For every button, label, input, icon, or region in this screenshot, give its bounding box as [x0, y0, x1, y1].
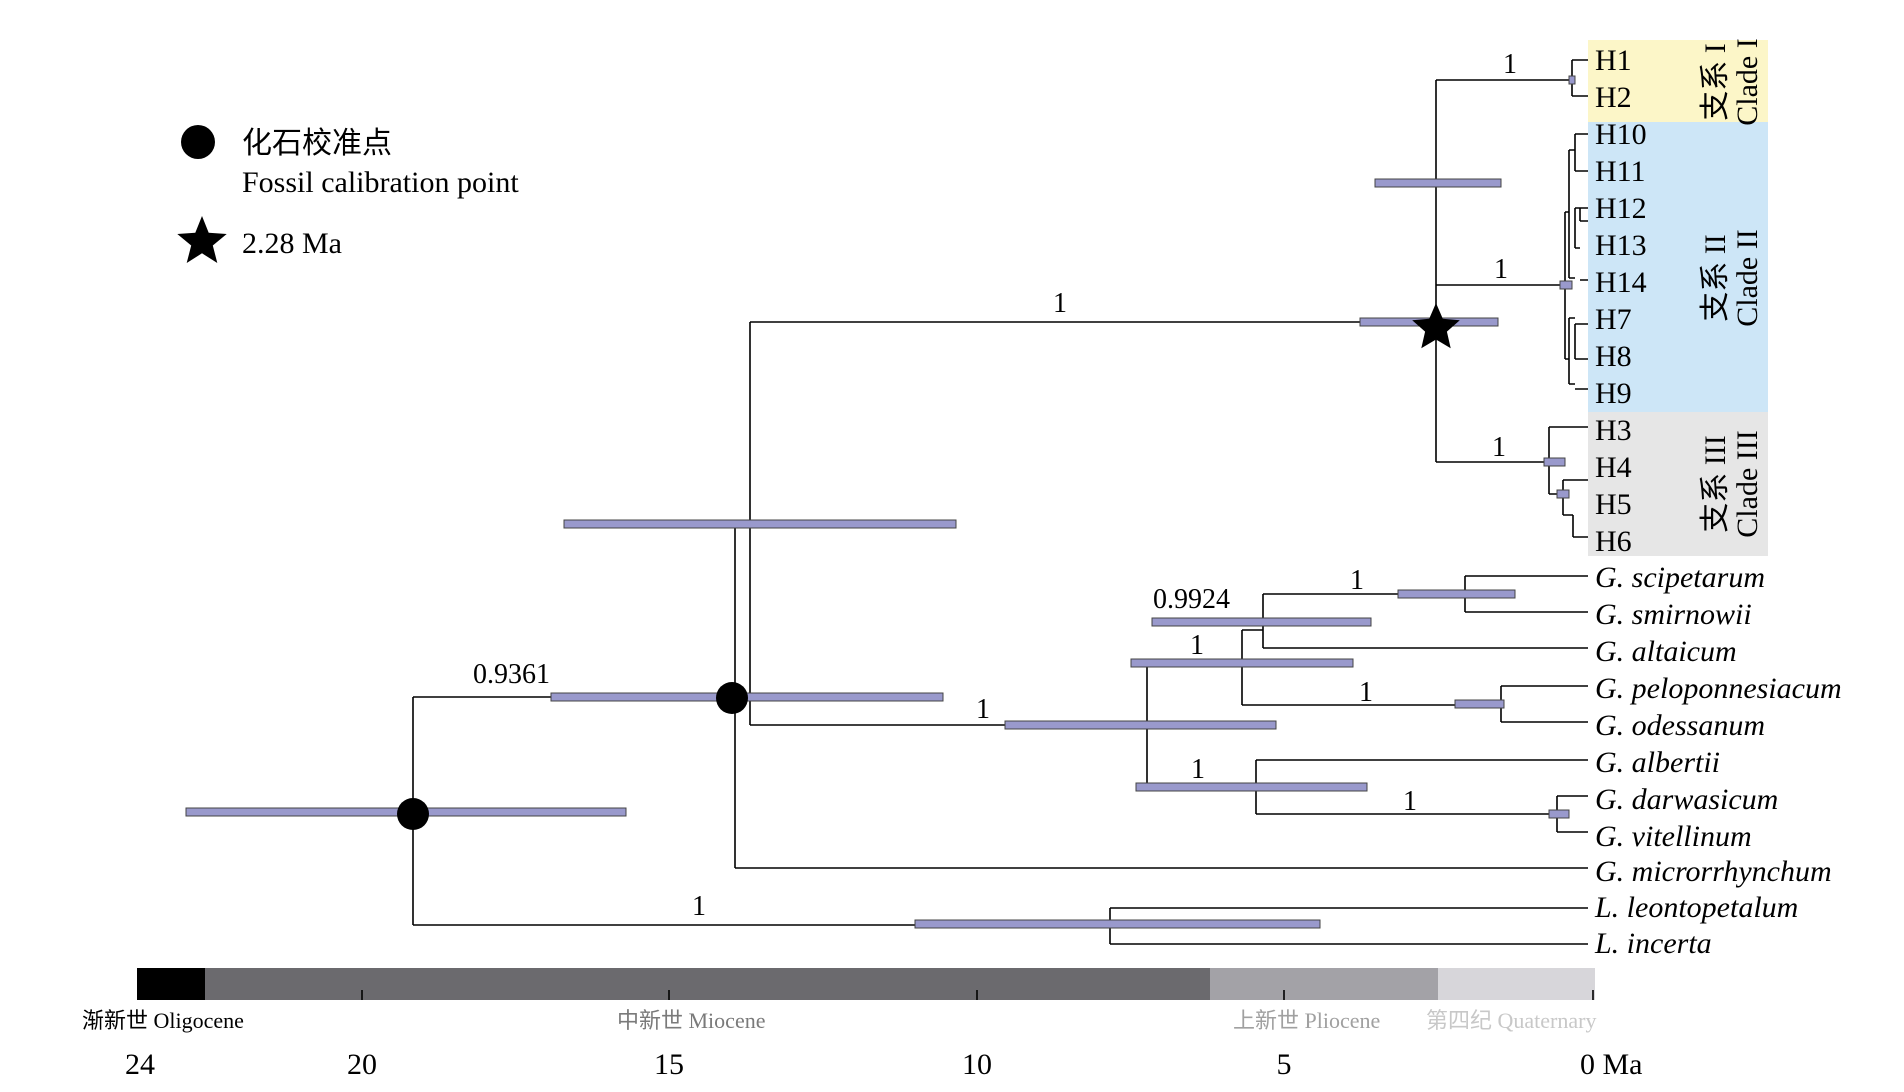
- axis-label-20: 20: [347, 1048, 377, 1081]
- tip-label: H12: [1595, 192, 1647, 225]
- tip-label: G. odessanum: [1595, 709, 1765, 742]
- hpd-bar-clade2: [1559, 280, 1573, 290]
- hpd-bar-darw-vit: [1548, 809, 1570, 819]
- epoch-labels: 渐新世 Oligocene 中新世 Miocene 上新世 Pliocene 第…: [82, 1008, 1596, 1033]
- clade-labels: 支系 I Clade I 支系 II Clade II 支系 III Clade…: [1699, 38, 1764, 537]
- hpd-bar-scip-smir: [1397, 589, 1516, 599]
- tip-label: H6: [1595, 525, 1632, 558]
- tip-label: G. microrrhynchum: [1595, 855, 1832, 888]
- branch-h-clade: [1435, 79, 1572, 463]
- tip-label: H8: [1595, 340, 1632, 373]
- clade2-background: [1588, 122, 1768, 412]
- tip-label: H11: [1595, 155, 1646, 188]
- star-calibration-marker: [1412, 303, 1460, 349]
- legend-fossil-icon: [181, 125, 215, 159]
- support-scip-smir: 1: [1350, 565, 1364, 596]
- hpd-bar-g-core: [1004, 720, 1277, 730]
- epoch-miocene-bar: [205, 968, 1210, 1000]
- legend-star-icon: [177, 216, 227, 263]
- clade1-label-en: Clade I: [1731, 38, 1764, 125]
- axis-label-10: 10: [962, 1048, 992, 1081]
- tip-label: H9: [1595, 377, 1632, 410]
- support-root: 0.9361: [473, 659, 550, 690]
- hpd-bar-limonium: [914, 919, 1321, 929]
- tip-label: G. darwasicum: [1595, 783, 1778, 816]
- support-limonium: 1: [692, 891, 706, 922]
- clade3-label-en: Clade III: [1731, 430, 1764, 537]
- tip-label: L. incerta: [1594, 927, 1712, 960]
- hpd-bar-alb-group: [1135, 782, 1368, 792]
- axis-label-0: 0 Ma: [1580, 1048, 1643, 1081]
- support-g-core: 1: [976, 694, 990, 725]
- branch-clade2: [1564, 133, 1588, 390]
- branch-clade3: [1548, 426, 1588, 538]
- tip-label: G. vitellinum: [1595, 820, 1752, 853]
- axis-label-15: 15: [654, 1048, 684, 1081]
- time-scale-bar: [137, 968, 1595, 1000]
- tip-label: G. peloponnesiacum: [1595, 672, 1842, 705]
- tip-label: H10: [1595, 118, 1647, 151]
- hpd-bar-pelo-odes: [1454, 699, 1505, 709]
- tip-label: H2: [1595, 81, 1632, 114]
- branch-pelo-odes: [1500, 685, 1588, 723]
- hpd-bar-clade3: [1543, 457, 1566, 467]
- clade2-label-cn: 支系 II: [1699, 234, 1732, 321]
- clade1-background: [1588, 40, 1768, 122]
- tip-label: G. altaicum: [1595, 635, 1737, 668]
- hpd-bar-alt-group: [1151, 617, 1372, 627]
- epoch-pliocene-bar: [1210, 968, 1438, 1000]
- tip-labels: H1 H2 H10 H11 H12 H13 H14 H7 H8 H9 H3 H4…: [1594, 44, 1842, 960]
- axis-label-5: 5: [1277, 1048, 1292, 1081]
- hpd-bar-h-sub: [1374, 178, 1502, 188]
- support-alb-group: 1: [1191, 754, 1205, 785]
- legend-fossil-label-cn: 化石校准点: [242, 127, 392, 160]
- epoch-quaternary-bar: [1438, 968, 1595, 1000]
- tip-label: H3: [1595, 414, 1632, 447]
- epoch-miocene-label: 中新世 Miocene: [617, 1008, 765, 1033]
- hpd-bar-clade3-sub: [1556, 489, 1570, 499]
- tip-label: H4: [1595, 451, 1632, 484]
- support-clade1: 1: [1503, 49, 1517, 80]
- epoch-oligocene-label: 渐新世 Oligocene: [82, 1008, 244, 1033]
- hpd-bar-clade1: [1568, 75, 1576, 85]
- tip-label: G. scipetarum: [1595, 561, 1765, 594]
- clade3-background: [1588, 412, 1768, 556]
- fossil-calibration-point: [716, 682, 748, 714]
- tip-label: H14: [1595, 266, 1647, 299]
- epoch-quaternary-label: 第四纪 Quaternary: [1426, 1008, 1596, 1033]
- support-values: 0.9361 1 1 1 1 1 0.9924 1 1 1 1 1 1: [473, 49, 1517, 922]
- support-alt-group: 0.9924: [1153, 584, 1230, 615]
- tip-label: G. albertii: [1595, 746, 1720, 779]
- tip-label: L. leontopetalum: [1594, 891, 1798, 924]
- tip-label: H7: [1595, 303, 1632, 336]
- tip-label: H1: [1595, 44, 1632, 77]
- legend-fossil-label-en: Fossil calibration point: [242, 166, 519, 199]
- hpd-bars: [185, 75, 1576, 929]
- epoch-pliocene-label: 上新世 Pliocene: [1233, 1008, 1380, 1033]
- hpd-bar-pelo-group: [1130, 658, 1354, 668]
- support-clade3: 1: [1492, 432, 1506, 463]
- axis-label-24: 24: [125, 1048, 155, 1081]
- tip-label: G. smirnowii: [1595, 598, 1752, 631]
- legend-star-label: 2.28 Ma: [242, 227, 342, 260]
- fossil-calibration-point: [397, 798, 429, 830]
- hpd-bar-ingroup-core: [563, 519, 957, 529]
- tip-label: H13: [1595, 229, 1647, 262]
- epoch-oligocene-bar: [137, 968, 205, 1000]
- clade3-label-cn: 支系 III: [1699, 435, 1732, 532]
- support-pelo-odes: 1: [1359, 677, 1373, 708]
- support-darw-vit: 1: [1403, 786, 1417, 817]
- support-pelo-group: 1: [1190, 630, 1204, 661]
- axis-ticks: [361, 990, 1594, 1000]
- clade2-label-en: Clade II: [1731, 229, 1764, 326]
- axis-labels: 24 20 15 10 5 0 Ma: [125, 1048, 1643, 1081]
- support-ingroup: 1: [1053, 288, 1067, 319]
- clade1-label-cn: 支系 I: [1699, 43, 1732, 121]
- tip-label: H5: [1595, 488, 1632, 521]
- support-clade2: 1: [1494, 254, 1508, 285]
